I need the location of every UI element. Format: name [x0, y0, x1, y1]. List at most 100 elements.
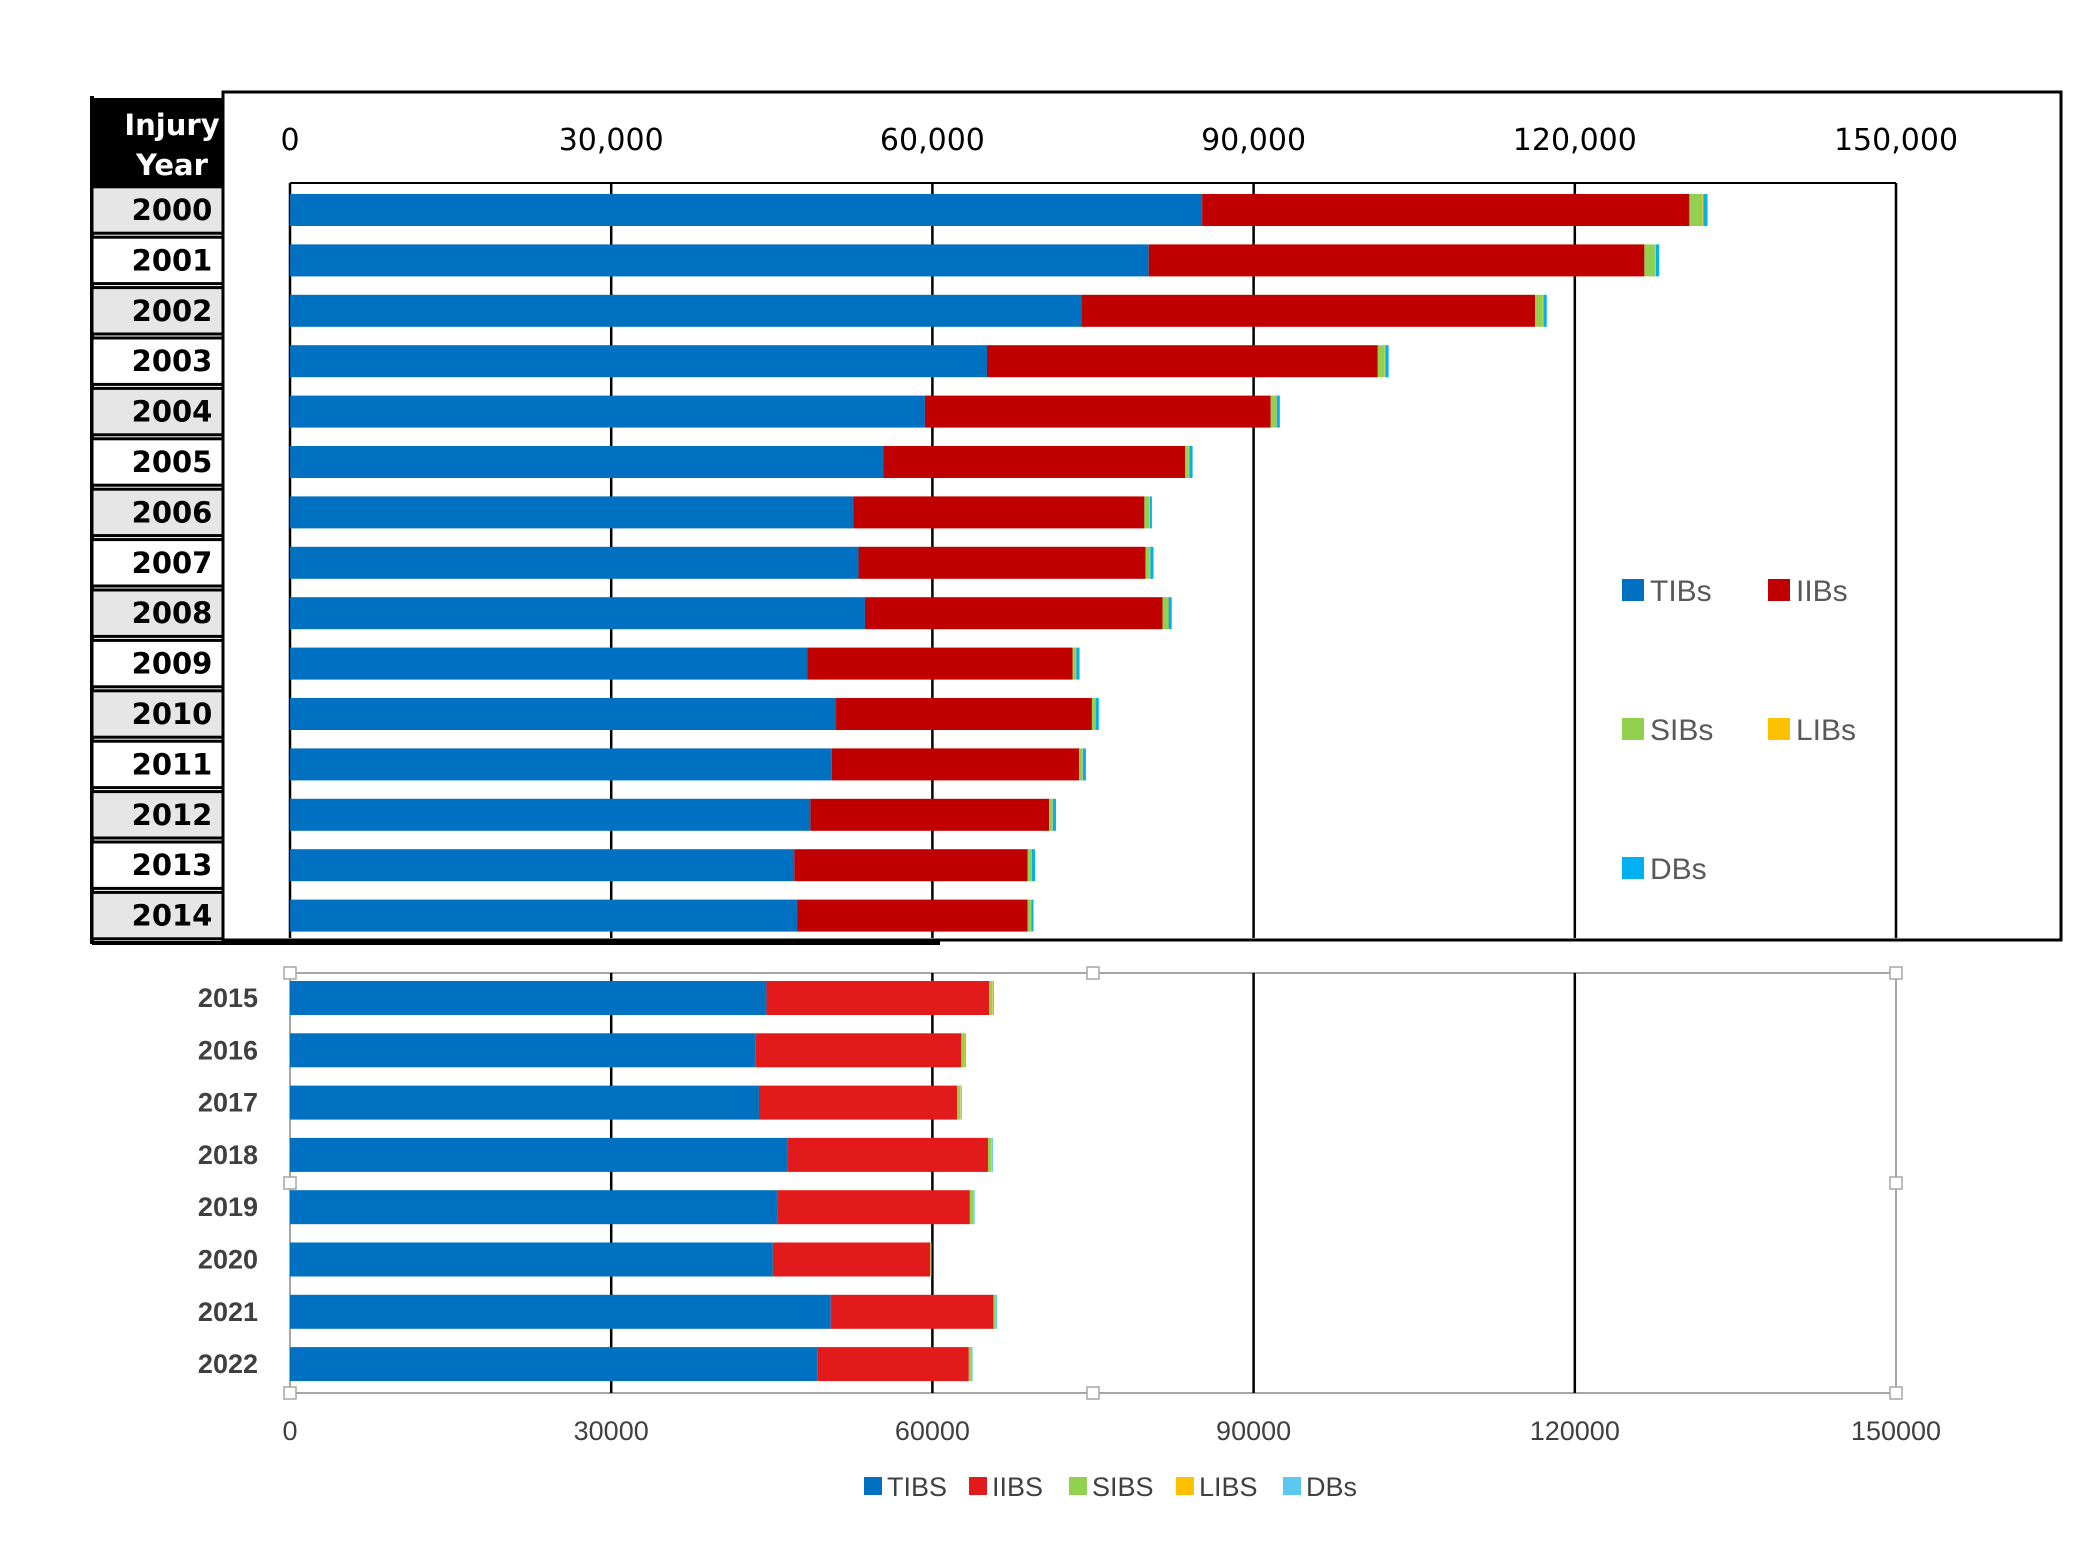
bar-sibs: [961, 1033, 965, 1068]
bar-sibs: [989, 981, 993, 1015]
bar-libs: [1149, 496, 1150, 529]
bar-tibs: [290, 395, 925, 428]
legend-label: IIBs: [1796, 575, 1848, 608]
legend-swatch: [1069, 1477, 1087, 1495]
legend-swatch: [1622, 718, 1644, 740]
bar-sibs: [1027, 849, 1032, 882]
bar-tibs: [290, 597, 865, 630]
bar-dbs: [1031, 849, 1036, 882]
bar-libs: [995, 1294, 997, 1329]
legend-label: SIBs: [1650, 714, 1713, 747]
legend-swatch: [1768, 579, 1790, 601]
bar-tibs: [290, 546, 859, 579]
bar-dbs: [1149, 496, 1152, 529]
year-cell: [90, 689, 225, 739]
top-x-tick-label: 60,000: [880, 123, 985, 158]
year-cell: [90, 487, 225, 538]
year-label: 2006: [132, 495, 213, 529]
legend-swatch: [1768, 718, 1790, 740]
header-label-line2: Year: [135, 148, 209, 182]
year-label: 2000: [132, 193, 213, 227]
legend-swatch: [1283, 1477, 1301, 1495]
bar-libs: [1655, 244, 1656, 277]
bar-tibs: [290, 294, 1082, 327]
bar-libs: [991, 1137, 992, 1172]
year-label: 2003: [132, 344, 213, 378]
resize-handle: [1889, 1386, 1903, 1400]
resize-handle: [283, 1386, 297, 1400]
bar-dbs: [1031, 899, 1034, 932]
top-x-tick-label: 150,000: [1834, 123, 1958, 158]
year-cell: [90, 890, 225, 941]
bar-tibs: [290, 1190, 778, 1225]
bar-libs: [1031, 849, 1032, 882]
bar-dbs: [1703, 194, 1708, 226]
year-label: 2020: [198, 1245, 258, 1275]
bar-libs: [1082, 748, 1083, 781]
bar-iibs: [794, 849, 1028, 882]
resize-handle: [1086, 1386, 1100, 1400]
bar-iibs: [1148, 244, 1645, 277]
year-label: 2009: [132, 647, 213, 681]
year-label: 2002: [132, 294, 213, 328]
bar-dbs: [1276, 395, 1280, 428]
bar-sibs: [1072, 647, 1076, 680]
bar-tibs: [290, 496, 854, 529]
bar-dbs: [1076, 647, 1080, 680]
bottom-x-tick-label: 60000: [895, 1416, 970, 1446]
bar-libs: [964, 1033, 966, 1068]
legend-swatch: [969, 1477, 987, 1495]
resize-handle: [1086, 966, 1100, 980]
bar-sibs: [1091, 698, 1096, 730]
legend-swatch: [864, 1477, 882, 1495]
bar-libs: [1384, 345, 1386, 378]
bar-iibs: [1202, 194, 1690, 226]
year-label: 2017: [198, 1088, 258, 1118]
legend-label: IIBS: [992, 1472, 1043, 1502]
header-cell: [92, 98, 223, 190]
year-cell: [90, 840, 225, 890]
bar-iibs: [807, 647, 1073, 680]
year-label: 2011: [132, 747, 213, 781]
bar-libs: [1095, 698, 1096, 730]
bar-iibs: [883, 446, 1186, 478]
bar-iibs: [836, 698, 1092, 730]
bar-iibs: [858, 546, 1146, 579]
year-label: 2010: [132, 697, 213, 731]
bar-libs: [992, 981, 993, 1015]
year-label: 2019: [198, 1192, 258, 1222]
bottom-x-tick-label: 0: [282, 1416, 297, 1446]
legend-label: LIBS: [1199, 1472, 1258, 1502]
bottom-x-tick-label: 150000: [1851, 1416, 1941, 1446]
bar-dbs: [1150, 546, 1154, 579]
year-cell: [90, 286, 225, 336]
bar-iibs: [772, 1242, 931, 1277]
resize-handle: [283, 1176, 297, 1190]
year-cell: [90, 588, 225, 638]
year-label: 2008: [132, 596, 213, 630]
bar-sibs: [1185, 446, 1189, 478]
bar-dbs: [1385, 345, 1389, 378]
bar-sibs: [1079, 748, 1083, 781]
resize-handle: [283, 966, 297, 980]
bar-libs: [1030, 899, 1032, 932]
year-cell: [90, 235, 225, 286]
resize-handle: [1889, 966, 1903, 980]
bar-iibs: [766, 981, 990, 1015]
bar-dbs: [992, 981, 994, 1015]
year-label: 2018: [198, 1140, 258, 1170]
bar-sibs: [957, 1085, 961, 1120]
bar-sibs: [969, 1190, 974, 1225]
bar-tibs: [290, 647, 808, 680]
bar-sibs: [930, 1242, 931, 1277]
bar-tibs: [290, 698, 837, 730]
bar-tibs: [290, 1347, 818, 1382]
bar-iibs: [987, 345, 1378, 378]
bar-dbs: [973, 1190, 975, 1225]
bar-tibs: [290, 1242, 773, 1277]
top-x-tick-label: 120,000: [1513, 123, 1637, 158]
top-x-tick-label: 90,000: [1201, 123, 1306, 158]
bar-libs: [1149, 546, 1151, 579]
year-label: 2007: [132, 546, 213, 580]
bar-dbs: [996, 1294, 998, 1329]
